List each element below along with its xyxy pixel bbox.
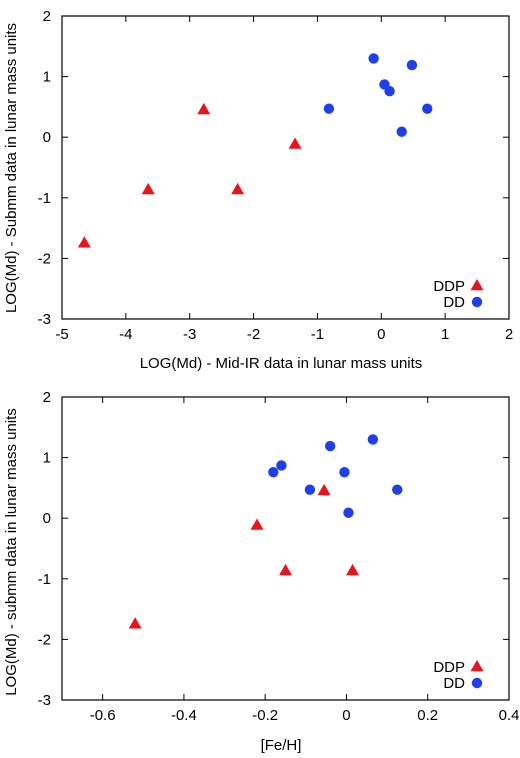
dd-point xyxy=(325,440,336,452)
dd-point xyxy=(268,466,279,478)
x-tick-label: -0.4 xyxy=(171,707,197,724)
legend-label: DD xyxy=(443,675,465,692)
data-points xyxy=(77,53,433,248)
dd-point xyxy=(368,53,379,64)
ddp-point xyxy=(279,563,292,576)
y-axis-label: LOG(Md) - Submm data in lunar mass units xyxy=(3,23,20,313)
legend-label: DD xyxy=(443,294,465,311)
x-tick-label: 1 xyxy=(441,326,449,343)
y-tick-label: 2 xyxy=(43,8,51,25)
x-tick-label: 0 xyxy=(342,707,350,724)
y-tick-label: -2 xyxy=(38,631,51,648)
tick-group: -0.6 -0.4 -0.2 0 0.2 0.4 -3 -2 -1 0 1 2 xyxy=(38,389,520,724)
x-tick-label: -0.6 xyxy=(90,707,116,724)
ddp-point xyxy=(317,483,331,496)
y-tick-label: 1 xyxy=(43,69,51,86)
ddp-point xyxy=(288,137,302,149)
x-axis-label: LOG(Md) - Mid-IR data in lunar mass unit… xyxy=(140,355,423,372)
plot-frame xyxy=(61,396,510,701)
x-tick-label: 2 xyxy=(505,326,513,343)
dd-point xyxy=(339,466,350,478)
y-tick-label: 2 xyxy=(43,389,51,406)
x-tick-label: 0 xyxy=(377,326,385,343)
dd-point xyxy=(392,484,403,495)
x-tick-label: -5 xyxy=(55,326,68,343)
y-tick-label: -1 xyxy=(38,190,51,207)
x-tick-label: -2 xyxy=(247,326,260,343)
y-tick-label: -1 xyxy=(38,571,51,588)
dd-point xyxy=(367,434,379,445)
y-tick-label: 0 xyxy=(43,129,51,146)
y-tick-label: -3 xyxy=(38,311,51,328)
legend-label: DDP xyxy=(433,278,465,295)
x-tick-label: 0.2 xyxy=(417,707,438,724)
data-points xyxy=(128,434,403,629)
ddp-point xyxy=(197,102,211,115)
x-tick-label: 0.4 xyxy=(499,707,520,724)
y-tick-label: -2 xyxy=(38,250,51,267)
legend-ddp-marker xyxy=(470,278,484,291)
ddp-point xyxy=(346,563,360,576)
dd-point xyxy=(276,460,287,471)
ddp-point xyxy=(231,182,245,195)
ddp-point xyxy=(128,617,142,629)
tick-group: -5 -4 -3 -2 -1 0 1 2 -3 -2 -1 0 1 2 xyxy=(38,8,514,343)
dd-point xyxy=(343,507,354,518)
dd-point xyxy=(304,484,316,495)
legend-label: DDP xyxy=(433,659,465,676)
dd-point xyxy=(406,59,418,71)
y-tick-label: 1 xyxy=(43,450,51,467)
legend-dd-marker xyxy=(471,677,483,689)
plot-frame xyxy=(61,15,510,320)
x-tick-label: -0.2 xyxy=(252,707,278,724)
ddp-point xyxy=(77,236,91,248)
y-tick-label: 0 xyxy=(43,510,51,527)
legend-dd-marker xyxy=(471,296,483,308)
ddp-point xyxy=(250,518,264,530)
dd-point xyxy=(422,103,433,114)
y-axis-label: LOG(Md) - submm data in lunar mass units xyxy=(3,408,20,696)
dd-point xyxy=(323,103,335,114)
dd-point xyxy=(384,85,395,97)
y-tick-label: -3 xyxy=(38,692,51,709)
x-tick-label: -4 xyxy=(119,326,132,343)
dd-point xyxy=(396,126,407,137)
x-tick-label: -3 xyxy=(183,326,196,343)
ddp-point xyxy=(141,182,155,195)
legend-ddp-marker xyxy=(470,659,484,672)
x-tick-label: -1 xyxy=(311,326,324,343)
x-axis-label: [Fe/H] xyxy=(261,737,302,754)
